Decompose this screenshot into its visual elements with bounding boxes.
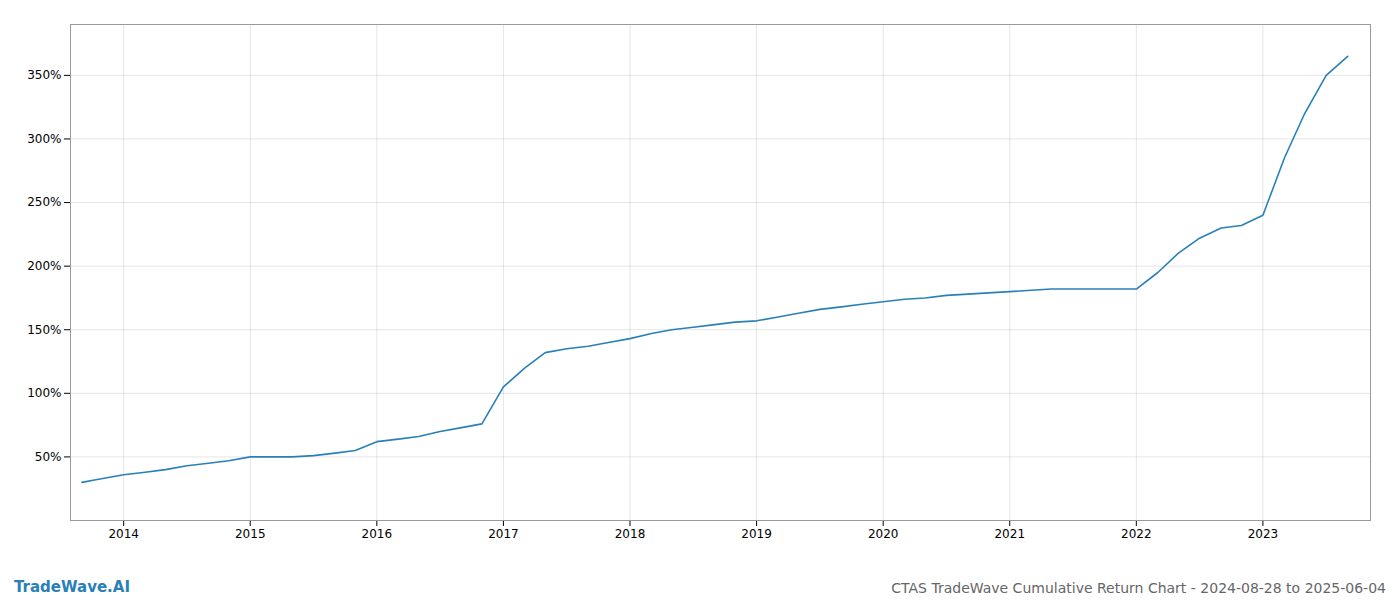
svg-text:2022: 2022 (1121, 527, 1152, 541)
svg-text:2018: 2018 (615, 527, 646, 541)
svg-text:300%: 300% (27, 132, 61, 146)
html-text:CTAS TradeWave Cumulative Retu: CTAS TradeWave Cumulative Return Chart -… (891, 580, 1386, 596)
svg-text:2017: 2017 (488, 527, 519, 541)
svg-text:2014: 2014 (108, 527, 139, 541)
svg-text:2020: 2020 (868, 527, 899, 541)
svg-text:2021: 2021 (994, 527, 1025, 541)
html-text:TradeWave.AI: TradeWave.AI (14, 578, 130, 596)
svg-text:200%: 200% (27, 259, 61, 273)
svg-text:50%: 50% (35, 450, 62, 464)
svg-text:2015: 2015 (235, 527, 266, 541)
svg-text:250%: 250% (27, 195, 61, 209)
svg-text:2016: 2016 (362, 527, 393, 541)
svg-text:2019: 2019 (741, 527, 772, 541)
svg-text:150%: 150% (27, 323, 61, 337)
svg-text:100%: 100% (27, 386, 61, 400)
svg-text:2023: 2023 (1248, 527, 1279, 541)
svg-text:350%: 350% (27, 68, 61, 82)
